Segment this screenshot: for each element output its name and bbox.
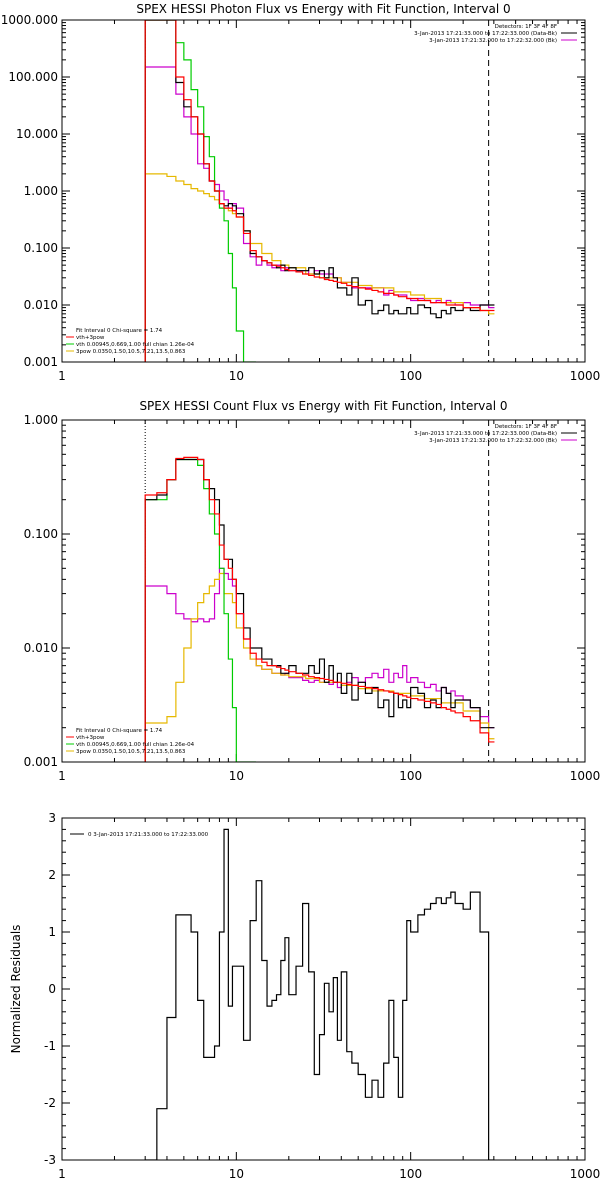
y-axis-label: Normalized Residuals: [9, 925, 23, 1054]
plot-frame: [61, 419, 586, 763]
info-line: Detectors: 1F 3F 4F 8F: [495, 24, 557, 30]
x-tick-label: 1: [58, 769, 66, 783]
x-tick-label: 1: [58, 1167, 66, 1181]
y-tick-label: 0.010: [24, 298, 58, 312]
y-tick-label: 0.001: [24, 755, 58, 769]
y-tick-label: 3: [48, 811, 56, 825]
chart-panel-0: SPEX HESSI Photon Flux vs Energy with Fi…: [1, 2, 600, 383]
series-total: [144, 20, 495, 362]
info-line: 3-Jan-2013 17:21:32.000 to 17:22:32.000 …: [429, 438, 557, 444]
legend-entry: vth+3pow: [76, 735, 105, 741]
legend-entry: Fit Interval 0 Chi-square = 1.74: [76, 328, 163, 334]
chart-title: SPEX HESSI Count Flux vs Energy with Fit…: [139, 399, 507, 413]
chart-panel-2: Normalized Residuals 1 10 100 1000 -3 -2 -1 0 1 2 3…: [9, 811, 600, 1181]
x-tick-label: 10: [229, 1167, 244, 1181]
chart-title: SPEX HESSI Photon Flux vs Energy with Fi…: [136, 2, 510, 16]
legend-entry: vth 0.00945,0.669,1.00 full chian 1.26e-…: [76, 742, 195, 748]
info-line: 3-Jan-2013 17:21:32.000 to 17:22:32.000 …: [429, 38, 557, 44]
y-tick-label: 0.100: [24, 527, 58, 541]
y-tick-label: -2: [44, 1096, 56, 1110]
y-tick-label: -3: [44, 1153, 56, 1167]
y-tick-label: 0: [48, 982, 56, 996]
legend-entry: 3pow 0.0350,1.50,10.5,7.21,13.5,0.863: [76, 349, 186, 355]
x-tick-label: 10: [229, 769, 244, 783]
series-bk: [144, 567, 495, 762]
chart-panel-1: SPEX HESSI Count Flux vs Energy with Fit…: [24, 399, 600, 783]
legend-entry: vth 0.00945,0.669,1.00 full chian 1.26e-…: [76, 342, 195, 348]
info-line: 3-Jan-2013 17:21:33.000 to 17:22:33.000 …: [414, 31, 557, 37]
y-tick-label: 100.000: [8, 70, 58, 84]
series-data: [144, 458, 495, 762]
legend-entry: vth+3pow: [76, 335, 105, 341]
series-vth: [144, 458, 256, 762]
legend-entry: 0 3-Jan-2013 17:21:33.000 to 17:22:33.00…: [88, 832, 209, 838]
x-tick-label: 1000: [570, 769, 600, 783]
x-tick-label: 1: [58, 369, 66, 383]
series-pow: [144, 173, 495, 362]
legend-entry: 3pow 0.0350,1.50,10.5,7.21,13.5,0.863: [76, 749, 186, 755]
info-line: 3-Jan-2013 17:21:33.000 to 17:22:33.000 …: [414, 431, 557, 437]
y-tick-label: 0.010: [24, 641, 58, 655]
x-tick-label: 100: [399, 1167, 422, 1181]
y-tick-label: 1.000: [24, 184, 58, 198]
plot-frame: [61, 817, 586, 1161]
x-tick-label: 1000: [570, 1167, 600, 1181]
series-resid: [145, 828, 495, 1160]
series-total: [144, 456, 495, 762]
y-tick-label: 10.000: [16, 127, 58, 141]
legend-entry: Fit Interval 0 Chi-square = 1.74: [76, 728, 163, 734]
y-tick-label: -1: [44, 1039, 56, 1053]
x-tick-label: 1000: [570, 369, 600, 383]
x-tick-label: 100: [399, 769, 422, 783]
x-tick-label: 100: [399, 369, 422, 383]
y-tick-label: 1000.000: [1, 13, 58, 27]
plot-frame: [61, 19, 586, 363]
y-tick-label: 1: [48, 925, 56, 939]
x-tick-label: 10: [229, 369, 244, 383]
y-tick-label: 0.100: [24, 241, 58, 255]
y-tick-label: 0.001: [24, 355, 58, 369]
series-bk: [144, 66, 495, 362]
y-tick-label: 2: [48, 868, 56, 882]
series-vth: [144, 20, 256, 362]
y-tick-label: 1.000: [24, 413, 58, 427]
info-line: Detectors: 1F 3F 4F 8F: [495, 424, 557, 430]
